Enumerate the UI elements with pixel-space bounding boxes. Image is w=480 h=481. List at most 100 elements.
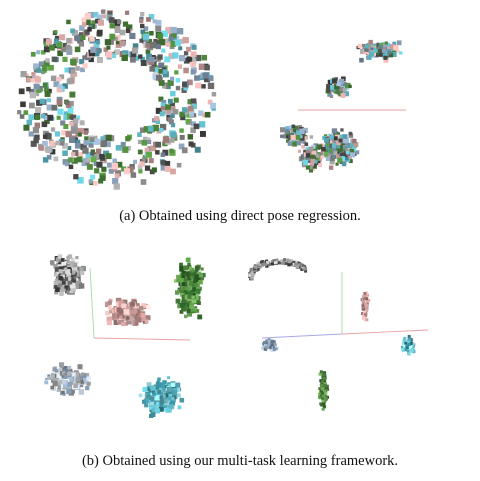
thumbnail-point xyxy=(56,373,62,379)
thumbnail-point xyxy=(170,32,177,39)
thumbnail-point xyxy=(160,165,167,171)
thumbnail-point xyxy=(340,152,344,156)
thumbnail-point xyxy=(60,263,66,269)
thumbnail-point xyxy=(52,367,57,372)
thumbnail-point xyxy=(114,170,122,177)
thumbnail-point xyxy=(346,150,350,155)
thumbnail-point xyxy=(309,135,314,139)
thumbnail-point xyxy=(142,155,147,160)
scatter-cloud-a-left xyxy=(17,9,217,190)
thumbnail-point xyxy=(75,66,80,71)
thumbnail-point xyxy=(323,405,326,409)
axis-line xyxy=(89,267,95,339)
thumbnail-point xyxy=(67,254,73,259)
thumbnail-point xyxy=(193,123,200,130)
thumbnail-point xyxy=(114,27,121,34)
thumbnail-point xyxy=(145,394,152,401)
thumbnail-point xyxy=(139,16,144,21)
thumbnail-point xyxy=(24,73,30,78)
thumbnail-point xyxy=(195,296,199,300)
thumbnail-point xyxy=(284,129,290,134)
thumbnail-point xyxy=(107,300,112,305)
thumbnail-point xyxy=(308,164,313,170)
thumbnail-point xyxy=(366,48,372,53)
thumbnail-point xyxy=(173,97,179,103)
thumbnail-point xyxy=(42,157,49,163)
thumbnail-point xyxy=(186,56,193,63)
thumbnail-point xyxy=(348,159,353,164)
thumbnail-point xyxy=(51,56,57,62)
thumbnail-point xyxy=(77,132,82,137)
thumbnail-point xyxy=(154,116,159,121)
thumbnail-point xyxy=(259,260,263,264)
thumbnail-point xyxy=(158,96,164,102)
thumbnail-point xyxy=(263,261,267,265)
thumbnail-point xyxy=(71,257,75,262)
thumbnail-point xyxy=(322,403,326,407)
thumbnail-point xyxy=(80,379,85,384)
thumbnail-point xyxy=(343,91,349,97)
thumbnail-point xyxy=(185,272,190,277)
thumbnail-point xyxy=(45,38,53,46)
thumbnail-point xyxy=(411,342,415,346)
thumbnail-point xyxy=(321,387,324,391)
thumbnail-point xyxy=(62,380,67,385)
thumbnail-point xyxy=(283,258,286,262)
thumbnail-point xyxy=(94,42,100,48)
thumbnail-point xyxy=(187,105,194,112)
thumbnail-point xyxy=(317,152,322,157)
thumbnail-point xyxy=(68,376,74,381)
thumbnail-point xyxy=(170,76,175,81)
thumbnail-point xyxy=(171,396,175,400)
thumbnail-point xyxy=(44,118,50,125)
thumbnail-point xyxy=(145,398,150,403)
thumbnail-point xyxy=(138,393,143,398)
thumbnail-point xyxy=(23,124,30,131)
thumbnail-point xyxy=(52,380,58,387)
thumbnail-point xyxy=(187,275,192,281)
thumbnail-point xyxy=(387,46,391,50)
thumbnail-point xyxy=(81,372,85,376)
thumbnail-point xyxy=(119,145,125,151)
thumbnail-point xyxy=(44,91,51,97)
thumbnail-point xyxy=(322,394,325,398)
thumbnail-point xyxy=(140,179,147,185)
thumbnail-point xyxy=(120,141,126,147)
thumbnail-point xyxy=(331,78,337,84)
thumbnail-point xyxy=(173,388,178,392)
thumbnail-point xyxy=(286,134,290,139)
thumbnail-point xyxy=(80,67,85,73)
thumbnail-point xyxy=(370,47,374,51)
thumbnail-point xyxy=(99,175,106,181)
thumbnail-point xyxy=(72,270,76,274)
thumbnail-point xyxy=(158,406,164,412)
thumbnail-point xyxy=(280,134,284,139)
thumbnail-point xyxy=(162,380,167,385)
thumbnail-point xyxy=(199,121,206,128)
thumbnail-point xyxy=(65,384,72,390)
embedding-plot-b-left xyxy=(20,228,222,440)
thumbnail-point xyxy=(187,262,191,267)
thumbnail-point xyxy=(91,20,96,25)
thumbnail-point xyxy=(412,350,416,354)
thumbnail-point xyxy=(140,316,146,322)
thumbnail-point xyxy=(62,42,68,48)
thumbnail-point xyxy=(28,131,34,137)
thumbnail-point xyxy=(32,127,40,134)
thumbnail-point xyxy=(385,42,391,48)
thumbnail-point xyxy=(79,270,85,275)
thumbnail-point xyxy=(99,153,105,160)
thumbnail-point xyxy=(141,303,147,309)
thumbnail-point xyxy=(332,138,337,144)
thumbnail-point xyxy=(149,401,154,406)
thumbnail-point xyxy=(266,344,270,348)
thumbnail-point xyxy=(119,29,126,36)
thumbnail-point xyxy=(343,138,348,144)
thumbnail-point xyxy=(166,108,172,114)
thumbnail-point xyxy=(365,291,368,295)
thumbnail-point xyxy=(193,307,198,312)
thumbnail-point xyxy=(271,345,275,349)
thumbnail-point xyxy=(296,265,299,269)
thumbnail-point xyxy=(361,300,365,304)
thumbnail-point xyxy=(160,106,166,111)
